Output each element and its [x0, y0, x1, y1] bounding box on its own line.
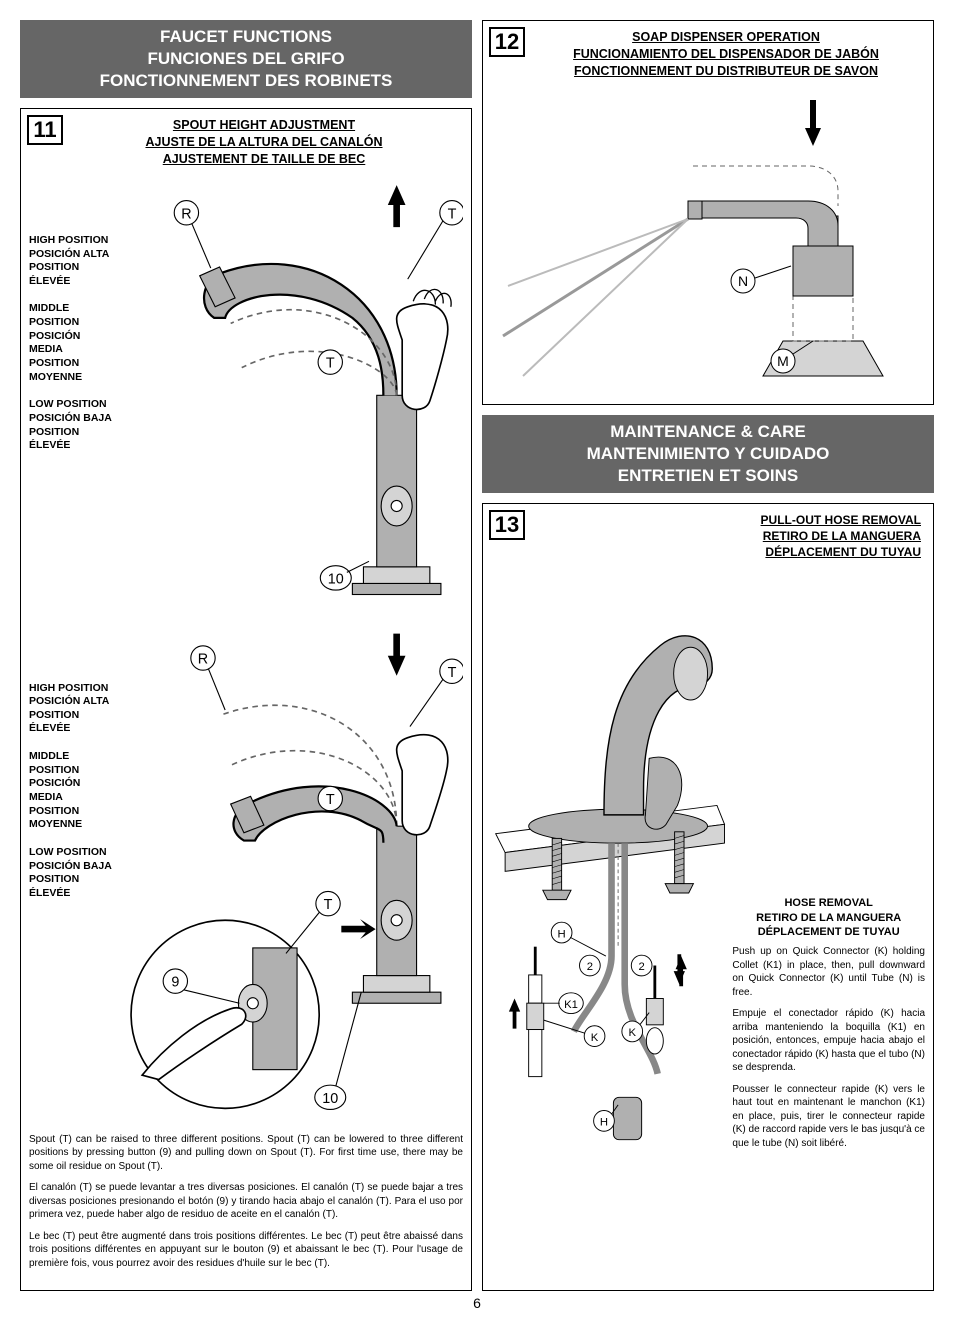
positions-lower: HIGH POSITION POSICIÓN ALTA POSITION ÉLE…	[29, 627, 116, 1125]
step-11-badge: 11	[27, 115, 63, 145]
svg-text:M: M	[777, 353, 789, 369]
faucet-up-diagram: R T T 10	[120, 174, 463, 617]
step-12-title: SOAP DISPENSER OPERATION FUNCIONAMIENTO …	[531, 29, 921, 80]
left-column: FAUCET FUNCTIONS FUNCIONES DEL GRIFO FON…	[20, 20, 472, 1291]
title-es: AJUSTE DE LA ALTURA DEL CANALÓN	[145, 135, 382, 149]
step-12-panel: 12 SOAP DISPENSER OPERATION FUNCIONAMIEN…	[482, 20, 934, 405]
maintenance-header: MAINTENANCE & CARE MANTENIMIENTO Y CUIDA…	[482, 415, 934, 493]
step-11-title: SPOUT HEIGHT ADJUSTMENT AJUSTE DE LA ALT…	[69, 117, 459, 168]
header-en: FAUCET FUNCTIONS	[24, 26, 468, 48]
body-es: El canalón (T) se puede levantar a tres …	[29, 1181, 463, 1222]
svg-text:T: T	[324, 897, 333, 913]
svg-text:9: 9	[171, 974, 179, 990]
faucet-down-diagram: R T T	[120, 627, 463, 1125]
svg-text:2: 2	[587, 962, 593, 974]
step-13-title: PULL-OUT HOSE REMOVAL RETIRO DE LA MANGU…	[531, 512, 921, 561]
page: FAUCET FUNCTIONS FUNCIONES DEL GRIFO FON…	[20, 20, 934, 1291]
header-fr: FONCTIONNEMENT DES ROBINETS	[24, 70, 468, 92]
svg-text:T: T	[326, 792, 335, 808]
step-13-badge: 13	[489, 510, 525, 540]
svg-text:K: K	[628, 1028, 636, 1040]
title-en: SPOUT HEIGHT ADJUSTMENT	[173, 118, 355, 132]
svg-text:H: H	[600, 1117, 608, 1129]
step-11-lower: HIGH POSITION POSICIÓN ALTA POSITION ÉLE…	[29, 627, 463, 1125]
svg-text:K1: K1	[564, 999, 578, 1011]
step-13-panel: 13 PULL-OUT HOSE REMOVAL RETIRO DE LA MA…	[482, 503, 934, 1291]
pos-high-2: HIGH POSITION POSICIÓN ALTA POSITION ÉLE…	[29, 682, 116, 737]
svg-text:T: T	[448, 206, 457, 222]
hose-removal-diagram: H 2 2 K1 K K H	[491, 566, 726, 1158]
step-13-body: Push up on Quick Connector (K) holding C…	[732, 945, 925, 1150]
page-number: 6	[20, 1295, 934, 1311]
pos-middle-2: MIDDLE POSITION POSICIÓN MEDIA POSITION …	[29, 750, 116, 832]
right-column: 12 SOAP DISPENSER OPERATION FUNCIONAMIEN…	[482, 20, 934, 1291]
faucet-functions-header: FAUCET FUNCTIONS FUNCIONES DEL GRIFO FON…	[20, 20, 472, 98]
svg-text:T: T	[326, 356, 335, 372]
soap-dispenser-diagram: N M	[491, 86, 925, 396]
pos-low-2: LOW POSITION POSICIÓN BAJA POSITION ÉLEV…	[29, 846, 116, 901]
title-fr: AJUSTEMENT DE TAILLE DE BEC	[163, 152, 366, 166]
svg-text:2: 2	[639, 962, 645, 974]
pos-high: HIGH POSITION POSICIÓN ALTA POSITION ÉLE…	[29, 234, 116, 289]
pos-low: LOW POSITION POSICIÓN BAJA POSITION ÉLEV…	[29, 398, 116, 453]
step-11-upper: HIGH POSITION POSICIÓN ALTA POSITION ÉLE…	[29, 174, 463, 617]
header-es: FUNCIONES DEL GRIFO	[24, 48, 468, 70]
step-11-panel: 11 SPOUT HEIGHT ADJUSTMENT AJUSTE DE LA …	[20, 108, 472, 1291]
positions-upper: HIGH POSITION POSICIÓN ALTA POSITION ÉLE…	[29, 174, 116, 617]
pos-middle: MIDDLE POSITION POSICIÓN MEDIA POSITION …	[29, 302, 116, 384]
svg-text:N: N	[738, 273, 748, 289]
svg-text:10: 10	[322, 1090, 338, 1106]
step-11-body: Spout (T) can be raised to three differe…	[29, 1133, 463, 1271]
body-en: Spout (T) can be raised to three differe…	[29, 1133, 463, 1174]
body-fr: Le bec (T) peut être augmenté dans trois…	[29, 1230, 463, 1271]
svg-text:R: R	[181, 206, 191, 222]
svg-text:10: 10	[328, 571, 344, 587]
svg-text:H: H	[558, 929, 566, 941]
svg-text:K: K	[591, 1032, 599, 1044]
svg-text:T: T	[448, 664, 457, 680]
step-13-text: HOSE REMOVAL RETIRO DE LA MANGUERA DÉPLA…	[732, 566, 925, 1158]
svg-text:R: R	[198, 651, 208, 667]
step-12-badge: 12	[489, 27, 525, 57]
step-13-content: H 2 2 K1 K K H HOSE REM	[491, 566, 925, 1158]
hose-removal-subtitle: HOSE REMOVAL RETIRO DE LA MANGUERA DÉPLA…	[732, 896, 925, 939]
